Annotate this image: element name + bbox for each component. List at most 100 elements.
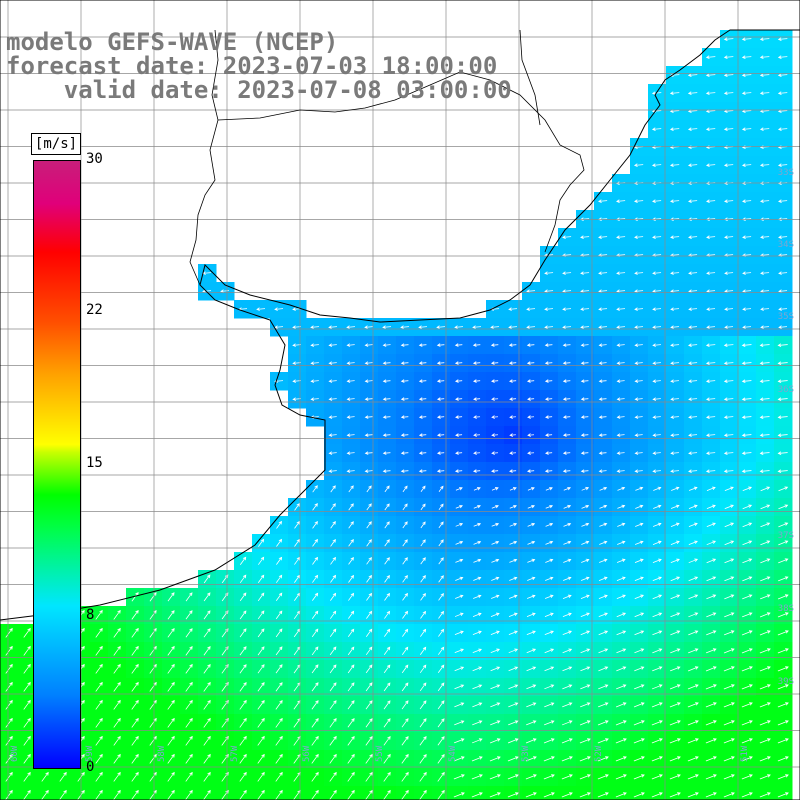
wind-arrow bbox=[723, 469, 734, 473]
wind-cell bbox=[378, 786, 397, 800]
wind-arrow bbox=[239, 699, 247, 710]
wind-arrow bbox=[5, 735, 13, 746]
wind-arrow bbox=[616, 379, 625, 383]
wind-arrow bbox=[653, 486, 662, 491]
wind-arrow bbox=[329, 610, 337, 619]
wind-arrow bbox=[418, 433, 427, 437]
wind-arrow bbox=[473, 487, 481, 491]
wind-arrow bbox=[366, 592, 373, 601]
wind-arrow bbox=[526, 612, 536, 617]
wind-arrow bbox=[149, 627, 157, 638]
wind-arrow bbox=[275, 789, 283, 800]
wind-arrow bbox=[544, 325, 554, 329]
wind-arrow bbox=[328, 325, 338, 329]
wind-arrow bbox=[544, 594, 554, 599]
wind-arrow bbox=[777, 594, 789, 600]
wind-arrow bbox=[239, 592, 247, 602]
wind-arrow bbox=[760, 271, 770, 275]
wind-arrow bbox=[723, 379, 734, 383]
wind-arrow bbox=[203, 699, 211, 710]
wind-arrow bbox=[113, 735, 121, 746]
wind-arrow bbox=[760, 540, 771, 546]
wind-arrow bbox=[328, 415, 337, 419]
wind-cell bbox=[144, 786, 163, 800]
wind-arrow bbox=[543, 792, 555, 798]
wind-arrow bbox=[311, 646, 319, 656]
wind-arrow bbox=[509, 397, 517, 401]
wind-arrow bbox=[401, 718, 409, 728]
wind-arrow bbox=[489, 756, 501, 762]
wind-arrow bbox=[616, 307, 626, 311]
wind-arrow bbox=[203, 753, 211, 764]
lon-label: 58W bbox=[157, 745, 167, 762]
wind-arrow bbox=[759, 397, 770, 401]
wind-arrow bbox=[438, 557, 444, 565]
lat-label: 38S bbox=[777, 604, 794, 614]
wind-arrow bbox=[23, 681, 31, 692]
wind-cell bbox=[162, 786, 181, 800]
wind-arrow bbox=[509, 522, 518, 527]
wind-arrow bbox=[328, 469, 337, 473]
wind-arrow bbox=[598, 451, 607, 455]
wind-arrow bbox=[454, 684, 465, 690]
wind-arrow bbox=[706, 199, 716, 203]
wind-arrow bbox=[365, 700, 373, 710]
wind-arrow bbox=[509, 379, 517, 383]
wind-arrow bbox=[778, 307, 788, 311]
wind-arrow bbox=[652, 666, 663, 672]
wind-arrow bbox=[777, 720, 789, 726]
wind-arrow bbox=[616, 451, 625, 455]
wind-arrow bbox=[778, 504, 789, 510]
wind-arrow bbox=[41, 771, 49, 782]
wind-arrow bbox=[490, 361, 499, 365]
wind-arrow bbox=[113, 663, 121, 674]
wind-arrow bbox=[723, 37, 734, 41]
wind-arrow bbox=[688, 307, 698, 311]
title-forecast-date: forecast date: 2023-07-03 18:00:00 bbox=[6, 52, 498, 80]
wind-arrow bbox=[705, 127, 716, 131]
wind-arrow bbox=[562, 684, 573, 690]
wind-arrow bbox=[131, 627, 139, 638]
wind-cell bbox=[432, 786, 451, 800]
wind-arrow bbox=[420, 521, 426, 529]
wind-arrow bbox=[580, 325, 590, 329]
wind-arrow bbox=[454, 720, 465, 726]
lat-label: 33S bbox=[777, 168, 794, 178]
wind-arrow bbox=[759, 91, 770, 95]
wind-arrow bbox=[670, 522, 680, 527]
wind-arrow bbox=[527, 397, 535, 401]
lat-label: 39S bbox=[777, 677, 794, 687]
wind-arrow bbox=[562, 415, 571, 419]
wind-arrow bbox=[545, 540, 554, 545]
wind-arrow bbox=[562, 469, 571, 473]
wind-arrow bbox=[274, 325, 284, 329]
wind-arrow bbox=[275, 592, 283, 602]
wind-arrow bbox=[311, 771, 319, 782]
wind-arrow bbox=[688, 235, 698, 239]
wind-arrow bbox=[455, 558, 464, 563]
wind-arrow bbox=[473, 469, 481, 473]
wind-arrow bbox=[203, 681, 211, 692]
wind-arrow bbox=[653, 504, 662, 509]
wind-arrow bbox=[688, 379, 698, 383]
wind-arrow bbox=[724, 235, 734, 239]
wind-arrow bbox=[95, 645, 103, 656]
wind-arrow bbox=[741, 127, 752, 131]
wind-cell bbox=[0, 786, 19, 800]
wind-arrow bbox=[598, 433, 607, 437]
wind-arrow bbox=[544, 397, 553, 401]
wind-arrow bbox=[473, 433, 481, 437]
wind-arrow bbox=[507, 792, 519, 798]
wind-arrow bbox=[508, 666, 519, 672]
wind-arrow bbox=[634, 361, 643, 365]
wind-arrow bbox=[113, 717, 121, 728]
wind-arrow bbox=[634, 576, 644, 581]
lon-label: 54W bbox=[448, 745, 458, 762]
wind-arrow bbox=[561, 720, 573, 726]
wind-arrow bbox=[384, 574, 390, 583]
wind-arrow bbox=[113, 771, 121, 782]
wind-arrow bbox=[723, 127, 734, 131]
wind-arrow bbox=[705, 702, 717, 708]
wind-arrow bbox=[402, 521, 408, 529]
